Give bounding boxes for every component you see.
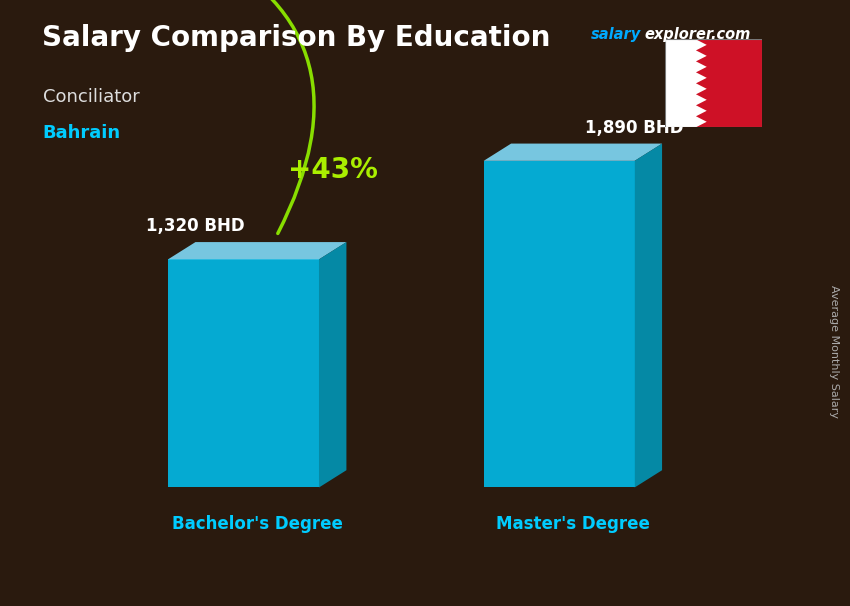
Text: 1,320 BHD: 1,320 BHD: [146, 217, 245, 235]
Text: Bachelor's Degree: Bachelor's Degree: [172, 515, 343, 533]
Text: Bahrain: Bahrain: [42, 124, 121, 142]
Polygon shape: [696, 50, 706, 61]
Bar: [665, 39, 696, 127]
Polygon shape: [696, 39, 706, 50]
Polygon shape: [696, 72, 706, 84]
Polygon shape: [168, 259, 319, 487]
Polygon shape: [168, 242, 347, 259]
Polygon shape: [319, 242, 347, 487]
Polygon shape: [696, 116, 706, 127]
Text: explorer.com: explorer.com: [644, 27, 751, 42]
Polygon shape: [484, 161, 635, 487]
Text: salary: salary: [591, 27, 641, 42]
Polygon shape: [696, 84, 706, 95]
Bar: [696, 39, 762, 127]
Polygon shape: [696, 105, 706, 116]
Text: 1,890 BHD: 1,890 BHD: [586, 119, 684, 137]
Polygon shape: [696, 61, 706, 72]
Polygon shape: [484, 144, 662, 161]
Text: Salary Comparison By Education: Salary Comparison By Education: [42, 24, 551, 52]
Text: Conciliator: Conciliator: [42, 88, 139, 106]
Text: Master's Degree: Master's Degree: [496, 515, 649, 533]
Text: Average Monthly Salary: Average Monthly Salary: [829, 285, 839, 418]
Polygon shape: [696, 95, 706, 105]
Text: +43%: +43%: [288, 156, 377, 184]
Polygon shape: [635, 144, 662, 487]
